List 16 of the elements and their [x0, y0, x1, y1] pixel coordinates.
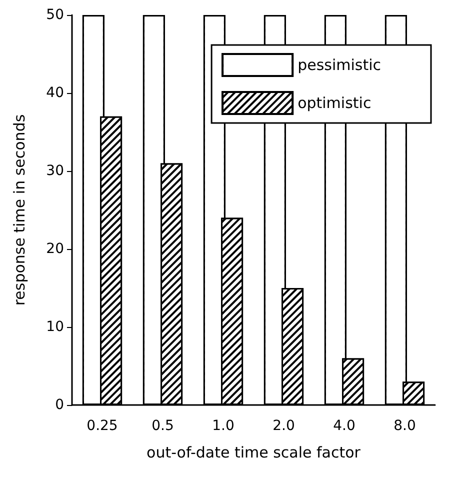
y-tick-label: 30	[46, 163, 64, 179]
y-tick-label: 50	[46, 7, 64, 23]
x-tick-label: 0.5	[152, 418, 174, 434]
y-tick-label: 10	[46, 319, 64, 335]
y-tick-label: 40	[46, 85, 64, 101]
legend-label: pessimistic	[298, 56, 381, 74]
x-axis-title: out-of-date time scale factor	[146, 444, 362, 462]
y-tick-label: 20	[46, 241, 64, 257]
y-axis-title: response time in seconds	[10, 114, 28, 306]
x-tick-label: 8.0	[394, 418, 416, 434]
y-tick-label: 0	[55, 397, 64, 413]
x-tick-label: 1.0	[212, 418, 234, 434]
x-tick-label: 0.25	[86, 418, 118, 434]
x-tick-label: 4.0	[333, 418, 356, 434]
x-tick-label: 2.0	[272, 418, 295, 434]
legend-label: optimistic	[298, 94, 372, 112]
